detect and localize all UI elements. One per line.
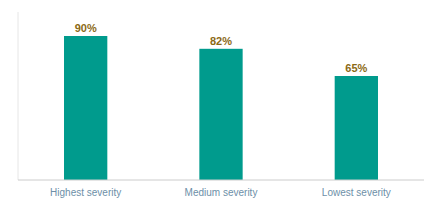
data-label: 65%	[345, 62, 367, 74]
bar	[64, 36, 107, 180]
x-tick-label: Highest severity	[50, 187, 121, 198]
x-axis-line	[18, 180, 424, 181]
bars	[64, 36, 378, 180]
chart: 90% 82% 65% Highest severity Medium severity…	[0, 0, 438, 210]
bar	[199, 49, 242, 180]
data-label: 82%	[210, 35, 232, 47]
x-tick-label: Lowest severity	[322, 187, 391, 198]
data-label: 90%	[75, 22, 97, 34]
x-tick-label: Medium severity	[185, 187, 258, 198]
bar	[335, 76, 378, 180]
chart-container: 90% 82% 65% Highest severity Medium severity…	[0, 0, 438, 210]
y-axis-line	[18, 12, 19, 180]
